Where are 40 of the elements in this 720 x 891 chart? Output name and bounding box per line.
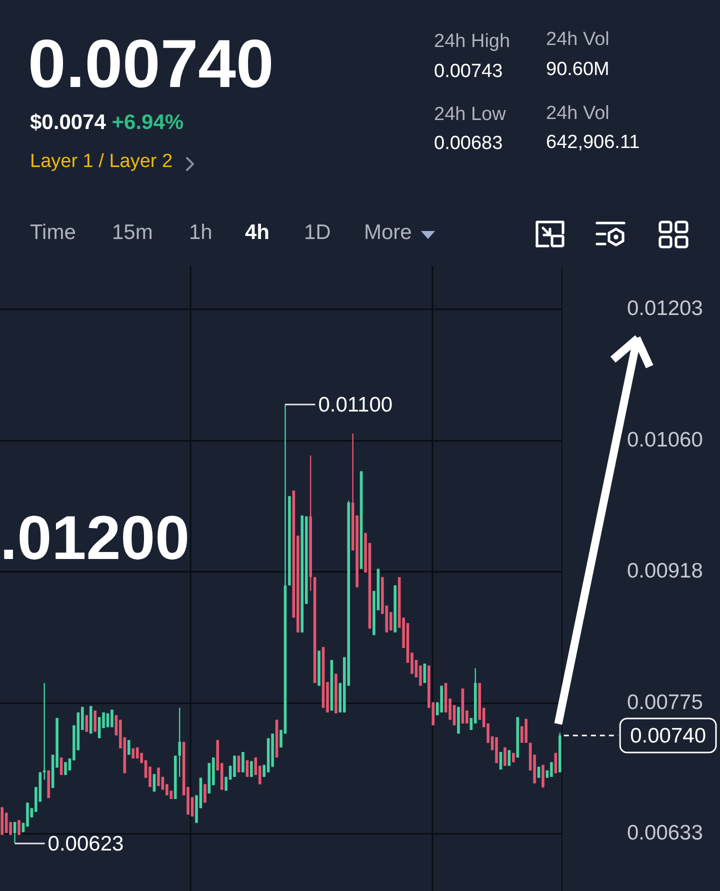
- text: 0.00683: [434, 133, 503, 155]
- text: 0.00743: [434, 61, 503, 83]
- text: Time: [30, 221, 76, 245]
- candlestick: [42, 682, 46, 780]
- annotation: 0.00623: [48, 832, 124, 856]
- candlestick: [499, 752, 502, 770]
- candlestick: [127, 739, 130, 756]
- candlestick: [508, 750, 511, 766]
- candlestick: [237, 755, 240, 773]
- y-tick-label: 0.01060: [627, 428, 703, 452]
- annotation: .01200: [0, 504, 190, 573]
- text: 24h Vol: [546, 103, 610, 125]
- candlestick: [537, 766, 540, 778]
- text: 24h Vol: [546, 29, 610, 51]
- text: 1h: [189, 221, 212, 245]
- text: 24h High: [434, 31, 510, 53]
- text: More: [364, 221, 412, 245]
- candlestick: [246, 760, 249, 778]
- text: 642,906.11: [546, 132, 640, 154]
- candlestick: [98, 716, 101, 739]
- y-tick-label: 0.00918: [627, 559, 703, 582]
- candlestick: [152, 774, 156, 792]
- text: 15m: [112, 221, 153, 245]
- candlestick: [60, 756, 63, 776]
- candlestick: [423, 663, 426, 684]
- text: 24h Low: [434, 104, 506, 126]
- y-tick-label: 0.00633: [627, 822, 703, 845]
- candlestick: [85, 714, 88, 732]
- text: 1D: [304, 221, 331, 245]
- text: Layer 1 / Layer 2: [30, 151, 173, 173]
- candlestick: [542, 764, 544, 789]
- candlestick: [178, 707, 181, 778]
- text: 90.60M: [546, 59, 610, 81]
- y-tick-label: 0.01203: [627, 297, 703, 320]
- annotation: 0.01100: [318, 393, 393, 416]
- ref-line-label: 0.00740: [630, 724, 706, 748]
- chart-subtitle: $0.0074 +6.94%: [30, 111, 184, 134]
- y-tick-label: 0.00775: [627, 691, 703, 714]
- chart-title: 0.00740: [28, 26, 274, 102]
- text: 4h: [245, 221, 270, 245]
